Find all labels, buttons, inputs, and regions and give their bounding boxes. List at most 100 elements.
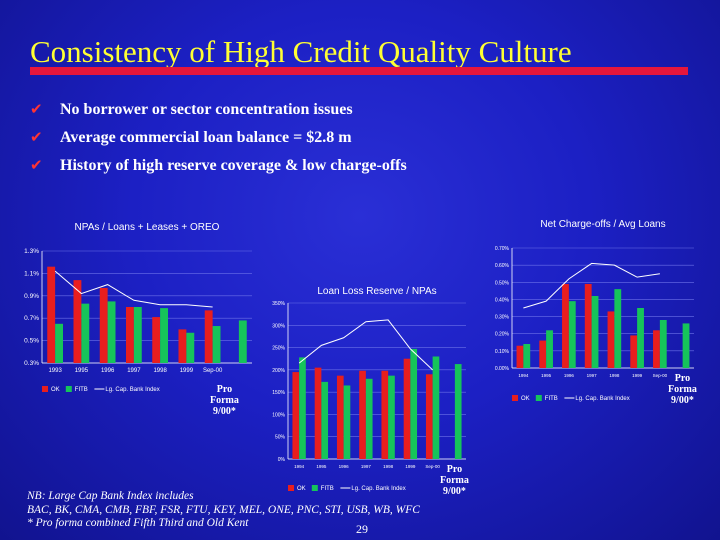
bar-ok	[607, 311, 615, 368]
legend-label: FITB	[545, 396, 558, 402]
chart-title: NPAs / Loans + Leases + OREO	[75, 222, 220, 233]
x-tick-label: 1998	[609, 373, 620, 378]
y-tick-label: 0.10%	[495, 349, 510, 355]
x-tick-label: 1994	[294, 464, 305, 469]
x-tick-label: 1997	[361, 464, 372, 469]
footnote-line: BAC, BK, CMA, CMB, FBF, FSR, FTU, KEY, M…	[27, 503, 420, 516]
bar-fitb	[659, 320, 667, 368]
y-tick-label: 0.40%	[495, 297, 510, 303]
y-tick-label: 0.60%	[495, 263, 510, 269]
x-tick-label: 1995	[541, 373, 552, 378]
y-tick-label: 0%	[278, 457, 286, 463]
bar-fitb	[682, 323, 690, 368]
legend-label: FITB	[321, 486, 334, 492]
y-tick-label: 1.3%	[24, 248, 39, 255]
y-tick-label: 250%	[272, 346, 285, 352]
bullet-text: No borrower or sector concentration issu…	[60, 101, 353, 118]
x-tick-label: 1995	[316, 464, 327, 469]
footnote: NB: Large Cap Bank Index includes BAC, B…	[27, 490, 420, 531]
bar-fitb	[365, 378, 373, 459]
legend-swatch	[288, 485, 294, 491]
bar-fitb	[212, 326, 221, 363]
legend-label: OK	[51, 387, 60, 393]
bar-ok	[584, 284, 592, 368]
legend-swatch	[535, 395, 542, 401]
legend-label: OK	[521, 396, 530, 402]
bar-ok	[359, 370, 366, 459]
reserve-chart: Loan Loss Reserve / NPAs 0% 50% 100% 150% 200…	[258, 283, 478, 498]
x-tick-label: 1996	[339, 464, 350, 469]
x-tick-label: Sep-00	[425, 464, 440, 469]
bullet-text: Average commercial loan balance = $2.8 m	[60, 129, 352, 146]
x-tick-label: 1997	[127, 368, 141, 374]
bar-fitb	[410, 348, 418, 459]
bar-fitb	[299, 357, 306, 459]
bar-ok	[99, 287, 108, 363]
chart-svg: Loan Loss Reserve / NPAs 0% 50% 100% 150% 200…	[272, 286, 466, 492]
bar-ok	[425, 374, 433, 459]
bar-fitb	[591, 296, 599, 368]
title-underline	[30, 67, 688, 75]
x-tick-label: 1994	[518, 373, 529, 378]
y-tick-label: 0.3%	[24, 360, 39, 367]
legend-label: Lg. Cap. Bank Index	[105, 387, 159, 393]
legend-swatch	[65, 386, 72, 392]
y-tick-label: 50%	[275, 435, 286, 441]
legend-swatch	[512, 395, 518, 401]
bar-fitb	[186, 332, 195, 363]
y-tick-label: 200%	[272, 368, 285, 374]
x-tick-label: 1999	[180, 368, 194, 374]
bullet-text: History of high reserve coverage & low c…	[60, 157, 407, 174]
proforma-label-chargeoff: Pro Forma 9/00*	[668, 373, 697, 406]
bar-fitb	[432, 356, 440, 459]
bar-fitb	[523, 344, 531, 368]
bar-ok	[403, 358, 411, 459]
legend-label: FITB	[75, 387, 88, 393]
check-mark-icon: ✔	[30, 156, 43, 174]
bar-ok	[178, 329, 187, 363]
bar-fitb	[388, 375, 395, 459]
bar-fitb	[568, 301, 576, 368]
y-tick-label: 0.9%	[24, 293, 39, 300]
bar-ok	[336, 375, 344, 459]
bar-fitb	[454, 364, 462, 459]
bar-ok	[292, 372, 300, 459]
x-tick-label: 1998	[153, 368, 167, 374]
bar-ok	[630, 335, 638, 368]
footnote-line: NB: Large Cap Bank Index includes	[27, 490, 194, 502]
x-tick-label: 1999	[405, 464, 416, 469]
y-tick-label: 0.7%	[24, 315, 39, 322]
y-tick-label: 100%	[272, 412, 285, 418]
chart-title: Net Charge-offs / Avg Loans	[540, 219, 665, 230]
bar-fitb	[107, 301, 116, 363]
chart-svg: Net Charge-offs / Avg Loans 0.00% 0.10% 0.2…	[495, 219, 694, 402]
page-number: 29	[356, 522, 368, 536]
bar-ok	[314, 367, 322, 459]
x-tick-label: 1993	[48, 368, 62, 374]
y-tick-label: 1.1%	[24, 270, 39, 277]
slide-title: Consistency of High Credit Quality Cultu…	[30, 34, 572, 69]
bar-ok	[126, 307, 134, 363]
check-mark-icon: ✔	[30, 128, 43, 146]
bar-fitb	[637, 308, 644, 368]
y-tick-label: 300%	[272, 323, 285, 329]
bullet-item: ✔ History of high reserve coverage & low …	[30, 156, 407, 184]
bullet-item: ✔ Average commercial loan balance = $2.8 …	[30, 128, 407, 156]
x-tick-label: 1997	[587, 373, 598, 378]
npa-chart: NPAs / Loans + Leases + OREO 0.3% 0.5% 0.7%…	[18, 215, 268, 405]
x-tick-label: 1998	[383, 464, 394, 469]
y-tick-label: 0.70%	[495, 246, 510, 252]
bar-fitb	[343, 385, 351, 459]
legend-label: Lg. Cap. Bank Index	[575, 396, 629, 402]
bar-ok	[381, 370, 389, 459]
check-mark-icon: ✔	[30, 100, 43, 118]
x-tick-label: 1995	[75, 368, 89, 374]
bar-fitb	[81, 303, 90, 363]
bar-fitb	[55, 323, 63, 363]
legend-swatch	[311, 485, 318, 491]
bar-ok	[516, 345, 524, 368]
x-tick-label: Sep-00	[653, 373, 668, 378]
bar-ok	[562, 284, 569, 368]
bar-fitb	[133, 307, 142, 363]
y-tick-label: 350%	[272, 301, 285, 307]
